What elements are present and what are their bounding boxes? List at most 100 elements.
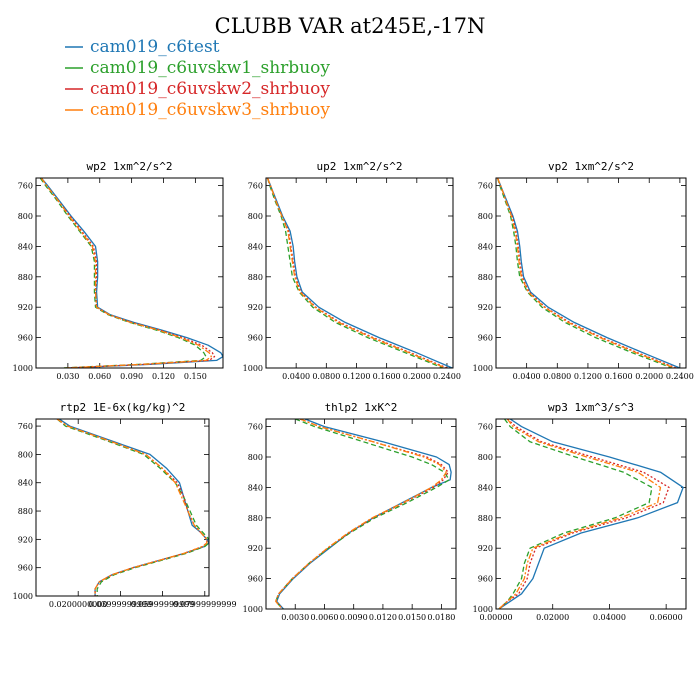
y-tick-label: 760 [248, 182, 263, 191]
series-line-cam019_c6uvskw3_shrbuoy [496, 178, 675, 368]
y-tick-label: 1000 [243, 364, 263, 373]
x-tick-label: 0.150 [184, 372, 207, 381]
series-line-cam019_c6uvskw3_shrbuoy [498, 419, 662, 609]
panel-title: wp2 1xm^2/s^2 [86, 160, 172, 173]
x-tick-label: 0.2400 [433, 372, 461, 381]
panel-title: up2 1xm^2/s^2 [316, 160, 402, 173]
series-line-cam019_c6uvskw3_shrbuoy [266, 178, 446, 368]
y-tick-label: 920 [478, 544, 493, 553]
series-line-cam019_c6uvskw1_shrbuoy [496, 178, 673, 368]
legend-label-0: cam019_c6test [90, 37, 220, 57]
y-tick-label: 960 [18, 564, 33, 573]
y-tick-label: 1000 [473, 364, 493, 373]
y-tick-label: 960 [478, 575, 493, 584]
y-tick-label: 880 [248, 273, 263, 282]
y-tick-label: 840 [18, 479, 33, 488]
x-tick-label: 0.0030 [281, 613, 309, 622]
x-tick-label: 0.0060 [310, 613, 338, 622]
legend-label-3: cam019_c6uvskw3_shrbuoy [90, 100, 330, 120]
x-tick-label: 0.1600 [373, 372, 401, 381]
x-tick-label: 0.1200 [342, 372, 370, 381]
y-tick-label: 880 [478, 514, 493, 523]
x-tick-label: 0.0180 [427, 613, 455, 622]
x-tick-label: 0.07999999999 [173, 600, 237, 609]
x-tick-label: 0.05999999999 [131, 600, 195, 609]
series-line-cam019_c6uvskw2_shrbuoy [496, 178, 677, 368]
legend-label-2: cam019_c6uvskw2_shrbuoy [90, 79, 330, 99]
x-tick-label: 0.120 [152, 372, 175, 381]
panel-1: up2 1xm^2/s^2 760 800 840 880 920 960 1000 0.040… [243, 160, 461, 381]
series-line-cam019_c6uvskw1_shrbuoy [275, 419, 450, 609]
y-tick-label: 760 [248, 423, 263, 432]
y-tick-label: 920 [18, 535, 33, 544]
y-tick-label: 840 [18, 242, 33, 251]
y-tick-label: 960 [478, 334, 493, 343]
y-tick-label: 800 [248, 453, 263, 462]
series-line-cam019_c6uvskw3_shrbuoy [56, 419, 208, 596]
series-group [266, 178, 453, 368]
x-tick-label: 0.03999999999 [89, 600, 153, 609]
y-tick-label: 920 [18, 303, 33, 312]
panel-0: wp2 1xm^2/s^2 760 800 840 880 920 960 1000 0.030… [13, 160, 224, 381]
panels-grid: wp2 1xm^2/s^2 760 800 840 880 920 960 1000 0.030… [13, 160, 694, 622]
y-tick-label: 760 [478, 182, 493, 191]
y-tick-label: 920 [248, 303, 263, 312]
series-line-cam019_c6uvskw3_shrbuoy [275, 419, 447, 609]
panel-title: thlp2 1xK^2 [325, 401, 398, 414]
y-tick-label: 1000 [473, 605, 493, 614]
x-tick-label: 0.02000 [536, 613, 569, 622]
y-tick-label: 760 [478, 423, 493, 432]
x-tick-label: 0.0400 [513, 372, 541, 381]
x-tick-label: 0.2400 [666, 372, 694, 381]
y-tick-label: 920 [478, 303, 493, 312]
legend: cam019_c6testcam019_c6uvskw1_shrbuoycam0… [65, 37, 330, 120]
y-tick-label: 960 [248, 575, 263, 584]
panel-2: vp2 1xm^2/s^2 760 800 840 880 920 960 1000 0.040… [473, 160, 694, 381]
series-line-cam019_c6uvskw2_shrbuoy [40, 178, 216, 368]
series-line-cam019_c6uvskw1_shrbuoy [266, 178, 444, 368]
series-line-cam019_c6test [40, 178, 223, 368]
x-tick-label: 0.030 [56, 372, 79, 381]
y-tick-label: 1000 [13, 364, 33, 373]
x-tick-label: 0.06000 [650, 613, 683, 622]
x-tick-label: 0.060 [88, 372, 111, 381]
y-tick-label: 840 [248, 242, 263, 251]
y-tick-label: 880 [248, 514, 263, 523]
y-tick-label: 880 [18, 507, 33, 516]
y-tick-label: 840 [478, 483, 493, 492]
panel-5: wp3 1xm^3/s^3 760 800 840 880 920 960 10000.000… [473, 401, 687, 622]
series-line-cam019_c6test [276, 419, 452, 609]
series-line-cam019_c6uvskw3_shrbuoy [40, 178, 212, 368]
x-tick-label: 0.0200000000 [49, 600, 108, 609]
y-tick-label: 840 [478, 242, 493, 251]
panel-title: wp3 1xm^3/s^3 [548, 401, 634, 414]
x-tick-label: 0.0800 [543, 372, 571, 381]
y-tick-label: 800 [478, 212, 493, 221]
series-line-cam019_c6uvskw1_shrbuoy [56, 419, 209, 596]
panel-title: vp2 1xm^2/s^2 [548, 160, 634, 173]
series-line-cam019_c6test [266, 178, 453, 368]
x-tick-label: 0.1200 [574, 372, 602, 381]
series-group [275, 419, 452, 609]
y-tick-label: 960 [248, 334, 263, 343]
y-tick-label: 1000 [243, 605, 263, 614]
y-tick-label: 920 [248, 544, 263, 553]
x-tick-label: 0.0800 [312, 372, 340, 381]
legend-label-1: cam019_c6uvskw1_shrbuoy [90, 58, 330, 78]
x-tick-label: 0.2000 [635, 372, 663, 381]
x-tick-label: 0.090 [120, 372, 143, 381]
panel-title: rtp2 1E-6x(kg/kg)^2 [60, 401, 186, 414]
x-tick-label: 0.0400 [282, 372, 310, 381]
series-line-cam019_c6uvskw2_shrbuoy [56, 419, 208, 596]
series-group [498, 419, 684, 609]
series-line-cam019_c6uvskw2_shrbuoy [498, 419, 670, 609]
y-tick-label: 960 [18, 334, 33, 343]
x-tick-label: 0.0150 [398, 613, 426, 622]
y-tick-label: 800 [18, 212, 33, 221]
x-tick-label: 0.0090 [340, 613, 368, 622]
series-line-cam019_c6uvskw2_shrbuoy [275, 419, 449, 609]
y-tick-label: 800 [18, 450, 33, 459]
series-group [56, 419, 209, 596]
series-line-cam019_c6test [496, 178, 681, 368]
